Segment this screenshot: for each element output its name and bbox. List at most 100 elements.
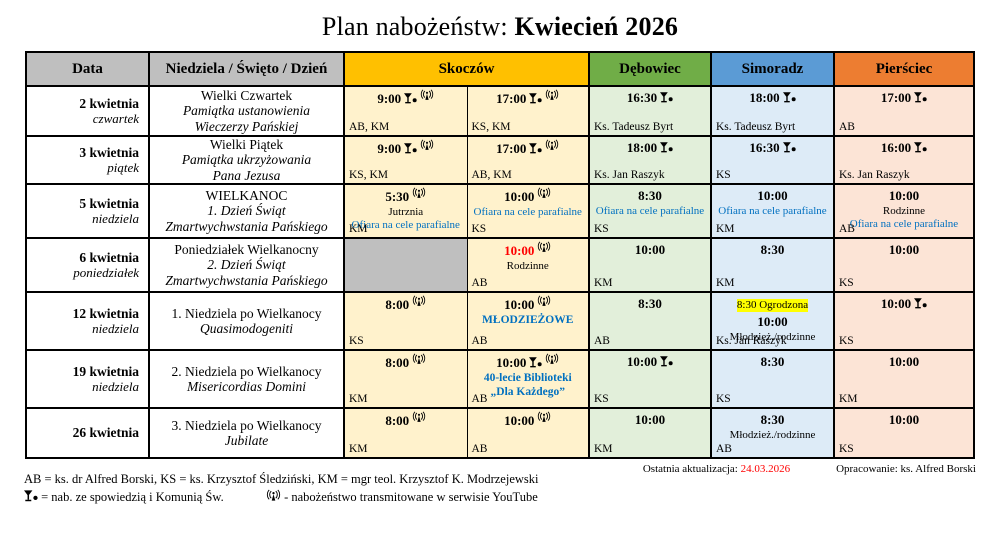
clergy-label: KS [716, 393, 731, 406]
service-cell-debowiec: 8:30 Ofiara na cele parafialne KS [588, 183, 712, 239]
column-header-skoczow: Skoczów [343, 51, 590, 87]
service-cell-simoradz: 8:30 KM [710, 237, 835, 293]
date-label: 26 kwietnia [72, 425, 139, 441]
schedule-row: 2 kwietnia czwartek Wielki Czwartek Pamiątk… [25, 85, 975, 137]
description-line: Wielki Piątek [209, 137, 284, 153]
service-cell-empty [343, 237, 468, 293]
clergy-label: KS [839, 335, 854, 348]
service-time: 5:30 [345, 187, 467, 206]
clergy-label: KS [839, 443, 854, 456]
service-cell-skoczow-1: 5:30 Jutrznia Ofiara na cele parafialne KM [343, 183, 468, 239]
description-line: 1. Dzień Świąt [207, 203, 286, 219]
service-time: 10:00 [888, 188, 920, 203]
broadcast-icon [413, 411, 426, 422]
chalice-icon [404, 93, 417, 104]
service-time: 8:30 [638, 296, 662, 311]
date-label: 5 kwietnia [79, 196, 139, 212]
service-time: 10:00 [757, 188, 788, 203]
service-time: 16:30 [712, 139, 833, 157]
abbreviation-legend: AB = ks. dr Alfred Borski, KS = ks. Krzy… [24, 472, 539, 486]
clergy-label: Ks. Tadeusz Byrt [594, 121, 674, 134]
chalice-icon [782, 142, 796, 153]
description-line: 2. Dzień Świąt [207, 257, 286, 273]
broadcast-icon [413, 295, 426, 306]
schedule-body: 2 kwietnia czwartek Wielki Czwartek Pamiątk… [25, 85, 975, 459]
description-cell: Poniedziałek Wielkanocny 2. Dzień Świąt Zm… [148, 237, 345, 293]
clergy-label: KS [594, 223, 609, 236]
date-label: 2 kwietnia [79, 96, 139, 112]
service-time: 8:30 [760, 242, 785, 257]
service-cell-piersciec: 10:00 KS [833, 237, 975, 293]
service-time: 9:00 [345, 139, 467, 158]
schedule-row: 6 kwietnia poniedziałek Poniedziałek Wielk… [25, 237, 975, 293]
service-time: 16:00 [835, 139, 973, 157]
service-cell-skoczow-1: 8:00 KS [343, 291, 468, 351]
header-row: Data Niedziela / Święto / Dzień Skoczów … [25, 51, 975, 87]
clergy-label: KS [594, 393, 609, 406]
service-cell-piersciec: 10:00 KM [833, 349, 975, 409]
service-note: Ofiara na cele parafialne [595, 205, 705, 218]
chalice-icon [782, 92, 796, 103]
service-time: 10:00 [468, 295, 589, 314]
service-cell-piersciec: 10:00 KS [833, 291, 975, 351]
service-time: 10:00 [634, 412, 666, 427]
page-title: Plan nabożeństw: Kwiecień 2026 [0, 12, 1000, 42]
clergy-label: KS, KM [471, 121, 511, 134]
service-time: 16:30 [590, 89, 710, 107]
description-cell: WIELKANOC 1. Dzień Świąt Zmartwychwstania … [148, 183, 345, 239]
weekday-label: poniedziałek [73, 264, 139, 280]
broadcast-icon [538, 411, 551, 422]
clergy-label: AB [471, 393, 488, 406]
clergy-label: Ks. Jan Raszyk [839, 169, 910, 182]
footer: AB = ks. dr Alfred Borski, KS = ks. Krzy… [24, 462, 976, 506]
broadcast-legend-text: - nabożeństwo transmitowane w serwisie Y… [284, 490, 538, 505]
clergy-label: Ks. Jan Raszyk [594, 169, 665, 182]
schedule-row: 12 kwietnia niedziela 1. Niedziela po Wiel… [25, 291, 975, 351]
service-cell-piersciec: 17:00 AB [833, 85, 975, 137]
column-header-piersciec: Pierściec [833, 51, 975, 87]
clergy-label: KS [349, 335, 364, 348]
service-note: „Dla Każdego” [490, 385, 565, 398]
service-note: Jutrznia [388, 206, 424, 219]
service-cell-debowiec: 10:00 KM [588, 407, 712, 459]
service-cell-debowiec: 16:30 Ks. Tadeusz Byrt [588, 85, 712, 137]
service-note: Ofiara na cele parafialne [473, 206, 582, 219]
broadcast-icon [421, 89, 434, 100]
service-note: Ofiara na cele parafialne [351, 219, 460, 232]
broadcast-icon [546, 353, 559, 364]
service-cell-piersciec: 16:00 Ks. Jan Raszyk [833, 135, 975, 185]
service-time: 18:00 [712, 89, 833, 107]
service-cell-skoczow-1: 8:00 KM [343, 349, 468, 409]
schedule-table: Data Niedziela / Święto / Dzień Skoczów … [25, 51, 975, 459]
schedule-row: 3 kwietnia piątek Wielki Piątek Pamiątka uk… [25, 135, 975, 185]
description-line: Misericordias Domini [186, 379, 307, 394]
description-line: 1. Niedziela po Wielkanocy [171, 305, 322, 321]
clergy-label: KM [716, 277, 735, 290]
weekday-label: niedziela [92, 378, 139, 394]
description-line: Jubilate [224, 433, 269, 448]
date-cell: 5 kwietnia niedziela [25, 183, 150, 239]
service-cell-simoradz: 8:30 Ogrodzona 10:00 Młodzież./rodzinne Ks.… [710, 291, 835, 351]
description-cell: Wielki Czwartek Pamiątka ustanowienia Wiec… [148, 85, 345, 137]
service-time: 18:00 [590, 139, 710, 157]
service-time: 10:00 [468, 353, 589, 372]
clergy-label: AB [471, 277, 488, 290]
service-time: 10:00 [468, 241, 589, 260]
service-time: 8:00 [345, 411, 467, 430]
service-cell-piersciec: 10:00 KS [833, 407, 975, 459]
service-time: 10:00 [888, 354, 920, 369]
clergy-label: KM [349, 223, 368, 236]
service-cell-simoradz: 8:30 Młodzież./rodzinne AB [710, 407, 835, 459]
description-cell: 1. Niedziela po Wielkanocy Quasimodogenit… [148, 291, 345, 351]
page: { "title": { "prefix": "Plan nabożeństw:… [0, 12, 1000, 557]
chalice-icon [914, 142, 927, 153]
description-line: 3. Niedziela po Wielkanocy [171, 417, 322, 433]
page-title-prefix: Plan nabożeństw: [321, 12, 515, 41]
clergy-label: KM [839, 393, 858, 406]
service-time: 10:00 [757, 314, 788, 329]
service-time: 9:00 [345, 89, 467, 108]
service-cell-skoczow-2: 17:00 KS, KM [466, 85, 590, 137]
service-cell-skoczow-1: 9:00 KS, KM [343, 135, 468, 185]
service-time: 10:00 [634, 242, 666, 257]
service-time: 10:00 [590, 353, 710, 371]
